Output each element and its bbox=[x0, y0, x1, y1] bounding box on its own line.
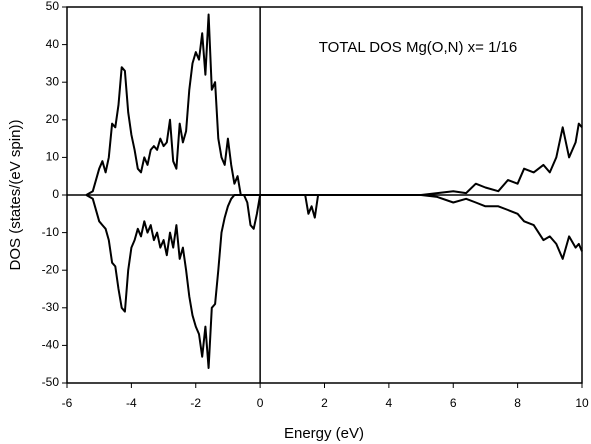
x-tick-label: 10 bbox=[575, 396, 589, 410]
y-tick-label: -30 bbox=[42, 300, 60, 314]
dos-line bbox=[85, 13, 583, 196]
x-tick-label: 4 bbox=[386, 396, 393, 410]
y-tick-label: 10 bbox=[46, 150, 60, 164]
annotation: TOTAL DOS Mg(O,N) x= 1/16 bbox=[319, 39, 518, 56]
x-tick-label: -4 bbox=[126, 396, 137, 410]
x-tick-label: 6 bbox=[450, 396, 457, 410]
y-axis-label: DOS (states/(eV spin)) bbox=[7, 120, 24, 271]
y-tick-label: 20 bbox=[46, 112, 60, 126]
x-tick-label: 0 bbox=[257, 396, 264, 410]
y-tick-label: -20 bbox=[42, 262, 60, 276]
y-tick-label: -10 bbox=[42, 225, 60, 239]
x-tick-label: 2 bbox=[321, 396, 328, 410]
y-tick-label: -40 bbox=[42, 338, 60, 352]
y-tick-label: 30 bbox=[46, 74, 60, 88]
y-tick-label: 40 bbox=[46, 37, 60, 51]
x-tick-label: 8 bbox=[514, 396, 521, 410]
y-tick-label: -50 bbox=[42, 375, 60, 389]
x-tick-label: -2 bbox=[190, 396, 201, 410]
y-tick-label: 0 bbox=[52, 187, 59, 201]
x-tick-label: -6 bbox=[62, 396, 73, 410]
x-axis-label: Energy (eV) bbox=[284, 425, 364, 442]
dos-line bbox=[85, 194, 583, 369]
y-tick-label: 50 bbox=[46, 0, 60, 13]
